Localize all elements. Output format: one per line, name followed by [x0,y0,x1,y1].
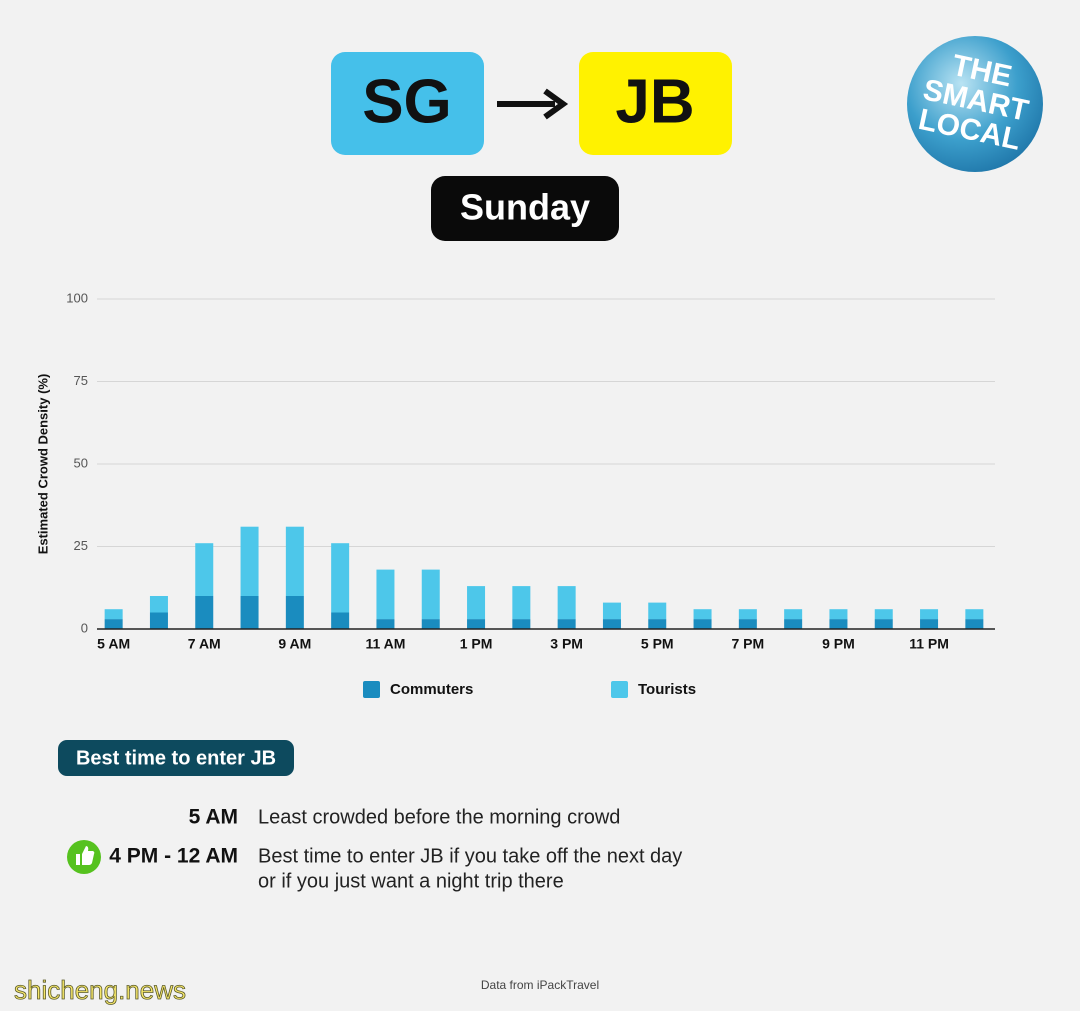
bar-segment [738,609,757,620]
bar-segment [693,609,712,620]
bar-segment [557,586,576,620]
best-time-description: Best time to enter JB if you take off th… [258,845,682,867]
x-tick-label: 9 PM [822,636,855,652]
legend-swatch [363,681,380,698]
bar-segment [784,619,803,629]
bar-segment [784,609,803,620]
bar-segment [557,619,576,629]
y-tick-label: 0 [81,620,88,635]
x-tick-label: 11 PM [909,636,949,652]
y-axis-label: Estimated Crowd Density (%) [35,374,50,555]
y-tick-label: 75 [74,373,88,388]
bar-segment [874,619,893,629]
bar-segment [965,609,984,620]
arrow-head [543,88,569,120]
from-box [331,52,484,155]
bar-segment [512,619,531,629]
best-time-title: Best time to enter JB [76,747,276,769]
bar-segment [285,526,304,596]
bar-segment [602,602,621,620]
bar-segment [104,609,123,620]
bar-segment [874,609,893,620]
best-time-pill [58,740,294,776]
to-label: JB [615,67,694,136]
bar-segment [602,619,621,629]
bar-segment [693,619,712,629]
best-time-description: Least crowded before the morning crowd [258,806,620,828]
bar-segment [648,619,667,629]
y-tick-label: 100 [66,290,88,305]
x-tick-label: 5 AM [97,636,130,652]
best-time: 5 AM [189,806,238,829]
bar-segment [738,619,757,629]
bar-segment [421,619,440,629]
source-note: Data from iPackTravel [481,978,599,992]
bar-segment [467,619,486,629]
bar-segment [920,619,939,629]
bar-segment [648,602,667,620]
bar-segment [285,596,304,629]
thumbs-up-glyph [76,846,95,865]
bar-segment [195,596,214,629]
to-box [579,52,732,155]
x-tick-label: 7 AM [188,636,221,652]
y-tick-label: 50 [74,455,88,470]
bar-segment [467,586,486,620]
bar-segment [104,619,123,629]
bar-segment [829,619,848,629]
x-tick-label: 9 AM [278,636,311,652]
bar-segment [829,609,848,620]
bar-segment [240,596,259,629]
bar-segment [149,596,168,613]
day-label: Sunday [460,187,590,228]
bar-segment [149,612,168,629]
bar-segment [421,569,440,620]
y-tick-label: 25 [74,538,88,553]
day-pill [431,176,619,241]
bar-segment [965,619,984,629]
x-tick-label: 3 PM [550,636,583,652]
x-tick-label: 5 PM [641,636,674,652]
legend-label: Tourists [638,681,696,698]
best-time: 4 PM - 12 AM [109,845,238,868]
logo-circle [907,36,1043,172]
bar-segment [240,526,259,596]
bar-segment [920,609,939,620]
x-tick-label: 1 PM [460,636,493,652]
best-time-description: or if you just want a night trip there [258,870,564,892]
x-tick-label: 7 PM [732,636,765,652]
bar-segment [512,586,531,620]
bar-segment [331,543,350,613]
x-tick-label: 11 AM [365,636,405,652]
bar-segment [331,612,350,629]
legend-label: Commuters [390,681,473,698]
watermark: shicheng.news [14,975,186,1005]
bar-segment [376,569,395,620]
bar-segment [376,619,395,629]
bar-segment [195,543,214,596]
legend-swatch [611,681,628,698]
from-label: SG [362,67,452,136]
